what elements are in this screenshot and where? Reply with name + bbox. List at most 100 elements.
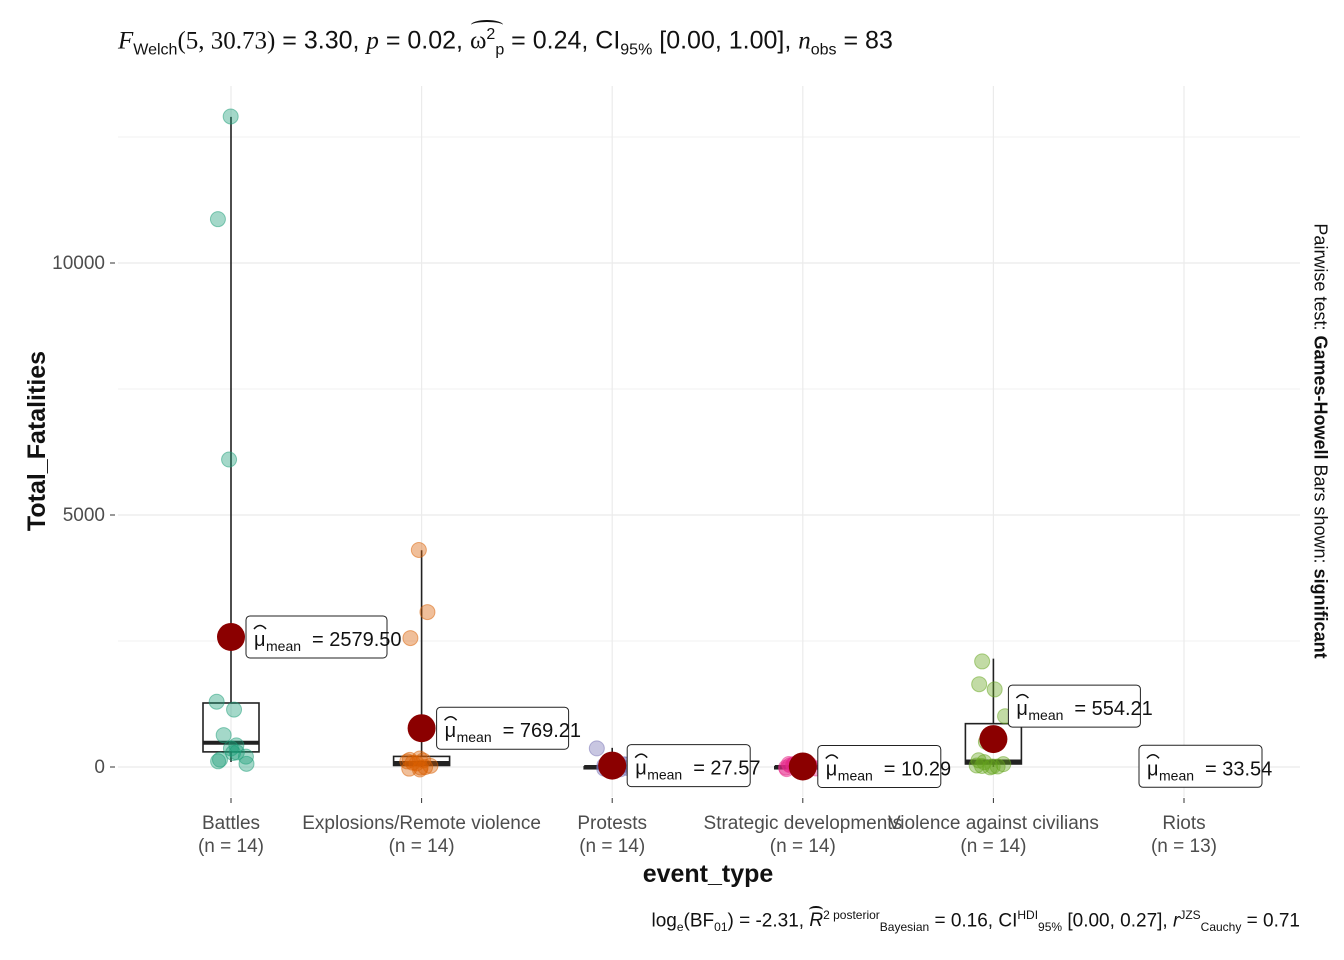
mean-point bbox=[217, 622, 245, 651]
data-point bbox=[968, 757, 985, 774]
mean-label-mu: μ bbox=[635, 758, 647, 780]
group-strategic-developments: Strategic developments(n = 14) μ mean = 10.… bbox=[704, 744, 951, 857]
title-n-sub: obs bbox=[810, 41, 837, 59]
x-tick-n-label: (n = 14) bbox=[579, 836, 645, 857]
mean-label-sub: mean bbox=[266, 638, 301, 654]
title-ci-label: CI bbox=[595, 26, 621, 55]
data-point bbox=[226, 701, 243, 718]
x-axis-title: event_type bbox=[643, 860, 774, 888]
data-point bbox=[238, 755, 255, 772]
title-stat-value: = 3.30, bbox=[275, 26, 367, 55]
mean-label-sub: mean bbox=[838, 767, 873, 783]
title-p-value: = 0.02, bbox=[378, 26, 470, 55]
mean-label-box bbox=[1007, 684, 1141, 728]
pairwise-test-label: Pairwise test: Games-Howell Bars shown: … bbox=[1310, 223, 1331, 659]
y-tick-label: 10000 bbox=[52, 253, 105, 274]
x-tick-label: Battles bbox=[202, 813, 260, 834]
mean-label-value: = 769.21 bbox=[503, 720, 581, 742]
x-tick-label: Protests bbox=[577, 813, 647, 834]
chart-plot-area: 0 5000 10000 Total_Fatalities event_type Batt… bbox=[23, 86, 1300, 888]
mean-label-hat bbox=[1015, 693, 1029, 699]
x-tick-n-label: (n = 13) bbox=[1151, 836, 1217, 857]
caption-r2-value: = 0.16, bbox=[929, 910, 999, 932]
data-point bbox=[419, 604, 436, 621]
data-point bbox=[422, 757, 439, 774]
x-tick-n-label: (n = 14) bbox=[770, 836, 836, 857]
caption-bf-label: log bbox=[651, 910, 677, 932]
mean-point bbox=[407, 714, 436, 743]
mean-label-box bbox=[245, 615, 388, 659]
mean-label-mu: μ bbox=[445, 720, 457, 742]
title-stat-symbol: F bbox=[118, 27, 134, 55]
title-effect-symbol: ω2p bbox=[469, 19, 505, 59]
data-point bbox=[209, 211, 226, 228]
mean-label-mu: μ bbox=[254, 629, 266, 651]
data-point bbox=[208, 693, 225, 710]
mean-label-mu: μ bbox=[1147, 758, 1159, 780]
mean-label-sub: mean bbox=[647, 767, 682, 783]
data-point bbox=[221, 451, 238, 468]
x-tick-label: Violence against civilians bbox=[888, 813, 1099, 834]
data-point bbox=[402, 630, 419, 647]
data-point bbox=[411, 761, 428, 778]
data-point bbox=[974, 653, 991, 670]
mean-label-value: = 33.54 bbox=[1205, 758, 1272, 780]
x-tick-n-label: (n = 14) bbox=[198, 836, 264, 857]
group-violence-against-civilians: Violence against civilians(n = 14) μ mean =… bbox=[888, 653, 1153, 857]
mean-label-hat bbox=[253, 624, 267, 630]
x-tick-n-label: (n = 14) bbox=[389, 836, 455, 857]
data-point bbox=[222, 108, 239, 125]
data-point bbox=[410, 541, 427, 558]
caption-r-symbol: r bbox=[1173, 910, 1180, 932]
mean-label-value: = 2579.50 bbox=[312, 629, 402, 651]
data-point bbox=[215, 727, 232, 744]
x-tick-n-label: (n = 14) bbox=[960, 836, 1026, 857]
data-point bbox=[588, 740, 605, 757]
mean-label-mu: μ bbox=[1016, 698, 1028, 720]
mean-label-box bbox=[817, 744, 942, 788]
caption-r-value: = 0.71 bbox=[1241, 910, 1300, 932]
mean-label-sub: mean bbox=[1159, 767, 1194, 783]
x-tick-label: Explosions/Remote violence bbox=[302, 813, 541, 834]
title-stat-sub: Welch bbox=[133, 41, 178, 59]
mean-label-value: = 554.21 bbox=[1074, 698, 1152, 720]
mean-point bbox=[788, 752, 817, 781]
plot-title: FWelch(5, 30.73) = 3.30, p = 0.02, ω2p =… bbox=[118, 19, 893, 59]
x-tick-label: Riots bbox=[1162, 813, 1205, 834]
mean-label-hat bbox=[825, 754, 839, 759]
mean-label-hat bbox=[1146, 754, 1160, 759]
caption-ci-value: [0.00, 0.27], bbox=[1062, 910, 1173, 932]
y-tick-label: 5000 bbox=[63, 505, 105, 526]
mean-label-box bbox=[626, 744, 751, 788]
x-tick-label: Strategic developments bbox=[704, 813, 903, 834]
mean-label-sub: mean bbox=[457, 729, 492, 745]
mean-label-value: = 27.57 bbox=[693, 758, 760, 780]
caption-r2-symbol: R bbox=[809, 906, 824, 932]
data-point bbox=[986, 681, 1003, 698]
title-ci-sub: 95% bbox=[620, 41, 653, 59]
title-effect-value: = 0.24, bbox=[504, 26, 596, 55]
data-point bbox=[984, 758, 1001, 775]
mean-point bbox=[598, 751, 627, 780]
group-battles: Battles(n = 14) μ mean = 2579.50 bbox=[198, 108, 402, 857]
group-protests: Protests(n = 14) μ mean = 27.57 bbox=[577, 740, 760, 857]
title-ci-value: [0.00, 1.00], bbox=[652, 26, 799, 55]
caption-bf-paren: (BF bbox=[683, 910, 715, 932]
bayes-caption: loge(BF01) = -2.31, R2 posteriorBayesian… bbox=[651, 906, 1300, 935]
caption-ci-label: CI bbox=[998, 910, 1018, 932]
mean-label-mu: μ bbox=[826, 758, 838, 780]
y-axis-title: Total_Fatalities bbox=[23, 351, 51, 531]
title-n-symbol: n bbox=[798, 27, 811, 55]
mean-label-box bbox=[436, 706, 570, 750]
group-riots: Riots(n = 13) μ mean = 33.54 bbox=[1138, 744, 1272, 857]
title-p-symbol: p bbox=[366, 27, 379, 55]
mean-label-value: = 10.29 bbox=[884, 758, 951, 780]
box bbox=[964, 722, 1023, 765]
title-df: (5, 30.73) bbox=[177, 27, 276, 55]
mean-label-hat bbox=[634, 753, 648, 759]
mean-point bbox=[979, 725, 1008, 754]
data-point bbox=[210, 753, 227, 770]
data-point bbox=[971, 676, 988, 693]
group-explosions-remote-violence: Explosions/Remote violence(n = 14) μ mean =… bbox=[302, 541, 581, 857]
data-point bbox=[225, 744, 242, 761]
